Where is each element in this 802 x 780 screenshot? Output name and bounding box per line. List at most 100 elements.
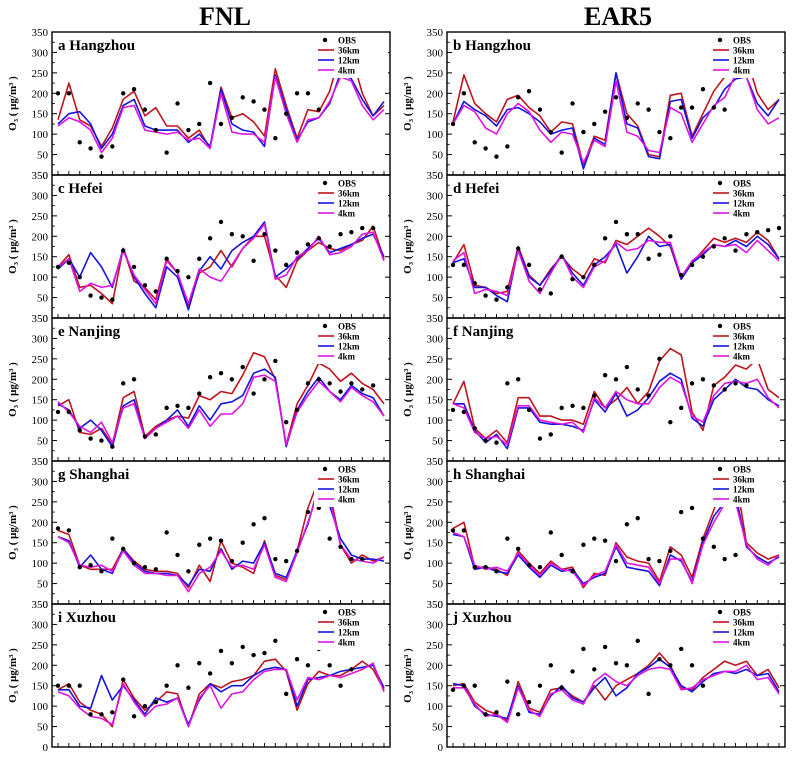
y-tick-label: 150 bbox=[32, 395, 49, 407]
series-line-36km bbox=[57, 51, 385, 150]
obs-point bbox=[613, 219, 619, 225]
obs-point bbox=[229, 377, 235, 382]
y-tick-label: 200 bbox=[427, 88, 444, 100]
y-tick-label: 250 bbox=[32, 640, 49, 652]
obs-point bbox=[689, 262, 695, 268]
y-tick-label: 350 bbox=[32, 456, 49, 468]
series-line-4km bbox=[57, 662, 385, 728]
legend-label: 36km bbox=[733, 46, 755, 56]
obs-point bbox=[327, 663, 332, 668]
y-tick-label: 250 bbox=[427, 497, 444, 509]
obs-point bbox=[472, 140, 477, 145]
obs-point bbox=[733, 248, 738, 253]
obs-point bbox=[722, 107, 727, 112]
obs-point bbox=[657, 252, 662, 257]
y-axis-label: O₃ ( μg/m³ ) bbox=[7, 505, 19, 560]
legend-label: 12km bbox=[733, 628, 755, 638]
obs-point bbox=[305, 509, 311, 515]
obs-point bbox=[668, 234, 673, 239]
legend-label: OBS bbox=[733, 179, 751, 189]
y-axis-label: O₃ ( μg/m³ ) bbox=[402, 505, 414, 560]
panel-title: e Nanjing bbox=[58, 324, 121, 340]
obs-point bbox=[88, 146, 93, 151]
obs-point bbox=[657, 558, 662, 564]
obs-point bbox=[646, 691, 651, 697]
y-tick-label: 0 bbox=[43, 456, 49, 468]
obs-point bbox=[55, 409, 61, 415]
y-tick-label: 150 bbox=[427, 109, 444, 121]
legend-marker-obs bbox=[717, 180, 723, 186]
legend-label: 12km bbox=[733, 199, 755, 209]
obs-point bbox=[164, 405, 169, 411]
obs-point bbox=[175, 403, 180, 409]
series-line-4km bbox=[57, 223, 385, 305]
legend-marker-obs bbox=[322, 37, 328, 43]
obs-point bbox=[722, 236, 727, 241]
obs-point bbox=[305, 242, 311, 247]
panel-title: h Shanghai bbox=[453, 467, 525, 483]
obs-point bbox=[494, 154, 499, 159]
obs-point bbox=[689, 663, 695, 668]
y-axis-label: O₃ ( μg/m³ ) bbox=[7, 219, 19, 274]
obs-point bbox=[559, 685, 564, 690]
obs-point bbox=[505, 285, 510, 290]
obs-point bbox=[77, 565, 82, 570]
obs-point bbox=[294, 407, 300, 413]
obs-point bbox=[526, 89, 532, 94]
y-tick-label: 200 bbox=[427, 374, 444, 386]
obs-point bbox=[624, 232, 630, 237]
obs-point bbox=[711, 383, 716, 388]
panel-7: 0 50 100 150 200 250 300 350 O₃ ( μg/m³ ) h Shang… bbox=[402, 456, 786, 611]
legend-marker-obs bbox=[717, 323, 723, 329]
obs-point bbox=[711, 105, 716, 110]
y-tick-label: 50 bbox=[37, 293, 49, 305]
obs-point bbox=[338, 683, 343, 688]
y-tick-label: 250 bbox=[427, 354, 444, 366]
y-tick-label: 250 bbox=[32, 211, 49, 223]
obs-point bbox=[461, 91, 467, 96]
obs-point bbox=[624, 522, 630, 527]
obs-point bbox=[733, 381, 738, 386]
y-tick-label: 100 bbox=[427, 701, 444, 713]
obs-point bbox=[338, 389, 343, 394]
y-tick-label: 0 bbox=[438, 170, 444, 182]
obs-point bbox=[755, 230, 760, 235]
obs-point bbox=[327, 536, 332, 541]
obs-point bbox=[110, 536, 115, 541]
y-tick-label: 350 bbox=[427, 313, 444, 325]
y-tick-label: 100 bbox=[427, 272, 444, 284]
obs-point bbox=[273, 556, 278, 562]
obs-point bbox=[360, 556, 365, 562]
obs-point bbox=[602, 644, 608, 650]
obs-point bbox=[197, 256, 202, 261]
obs-point bbox=[700, 683, 706, 688]
legend-label: 12km bbox=[338, 485, 360, 495]
obs-point bbox=[581, 542, 586, 547]
y-tick-label: 100 bbox=[32, 415, 49, 427]
obs-point bbox=[581, 274, 586, 280]
y-tick-label: 150 bbox=[427, 395, 444, 407]
obs-point bbox=[153, 699, 158, 705]
legend-label: 36km bbox=[733, 189, 755, 199]
obs-point bbox=[483, 438, 488, 443]
series-line-4km bbox=[57, 374, 385, 446]
series-line-36km bbox=[57, 658, 385, 728]
legend-label: OBS bbox=[338, 465, 356, 475]
series-line-4km bbox=[452, 239, 780, 297]
obs-point bbox=[284, 419, 289, 425]
obs-point bbox=[218, 370, 224, 376]
legend-label: 36km bbox=[338, 475, 360, 485]
obs-point bbox=[240, 644, 245, 650]
obs-point bbox=[305, 91, 311, 96]
obs-point bbox=[262, 377, 267, 382]
y-tick-label: 150 bbox=[32, 538, 49, 550]
obs-point bbox=[592, 536, 597, 541]
obs-point bbox=[284, 558, 289, 564]
obs-point bbox=[218, 538, 224, 543]
obs-point bbox=[273, 638, 278, 643]
y-tick-label: 250 bbox=[32, 354, 49, 366]
panel-2: 0 50 100 150 200 250 300 350 O₃ ( μg/m³ ) c Hefei… bbox=[7, 170, 391, 325]
legend-label: 4km bbox=[338, 352, 356, 362]
y-tick-label: 250 bbox=[32, 497, 49, 509]
